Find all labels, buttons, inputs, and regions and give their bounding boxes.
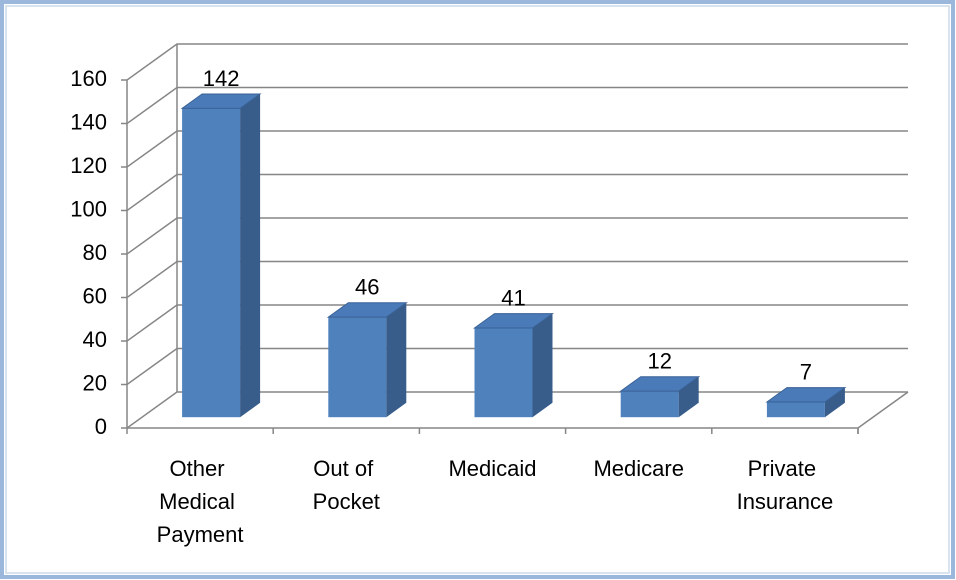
- y-tick-label: 60: [83, 283, 107, 308]
- grid-line: [126, 217, 908, 255]
- grid-line: [126, 86, 908, 125]
- bar-side: [678, 376, 699, 418]
- value-label: 46: [355, 275, 379, 300]
- grid-line: [126, 130, 908, 168]
- y-tick-label: 140: [70, 109, 107, 134]
- bar-top: [472, 313, 555, 329]
- grid-line: [126, 260, 908, 299]
- bar-front: [182, 108, 241, 418]
- bar-front: [328, 317, 387, 418]
- bar-top: [765, 387, 847, 403]
- bar-side: [532, 313, 553, 418]
- x-tick-label: Other Medical Payment: [157, 456, 244, 547]
- bar-top: [619, 376, 701, 392]
- grid-line: [126, 43, 908, 81]
- grid-line: [126, 304, 908, 342]
- bar-front: [474, 328, 533, 418]
- x-tick-label: Medicare: [593, 456, 683, 481]
- y-tick-label: 40: [83, 327, 107, 352]
- grid-line: [126, 347, 908, 386]
- y-tick-label: 20: [83, 370, 107, 395]
- x-tick-label: Out of Pocket: [313, 456, 380, 514]
- bar-side: [240, 93, 261, 418]
- value-label: 41: [501, 285, 525, 310]
- y-tick-label: 0: [95, 414, 107, 439]
- y-tick-label: 100: [70, 196, 107, 221]
- bar: [472, 313, 555, 418]
- x-tick-label: Private Insurance: [737, 456, 834, 514]
- bar: [619, 376, 701, 418]
- value-label: 142: [203, 66, 240, 91]
- bar-top: [326, 302, 408, 318]
- y-tick-label: 160: [70, 66, 107, 91]
- value-label: 7: [800, 359, 812, 384]
- bar-side: [386, 302, 407, 418]
- bar: [180, 93, 262, 418]
- y-tick-label: 120: [70, 153, 107, 178]
- value-label: 12: [647, 349, 671, 374]
- chart-frame-inner: [5, 5, 950, 574]
- grid-line: [126, 173, 908, 212]
- bar: [326, 302, 408, 418]
- bar-top: [180, 93, 262, 109]
- bar-side: [824, 387, 845, 418]
- bar-front: [766, 401, 825, 418]
- bar-front: [620, 391, 679, 418]
- bar: [765, 387, 847, 418]
- y-tick-label: 80: [83, 240, 107, 265]
- x-tick-label: Medicaid: [448, 456, 536, 481]
